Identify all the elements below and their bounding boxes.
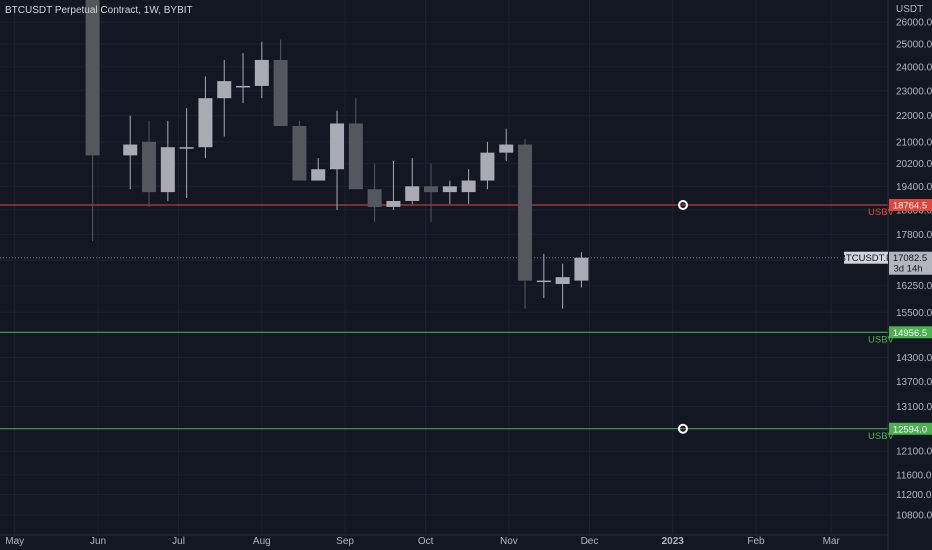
level-tag-label: USBV: [868, 431, 895, 442]
time-tick-label: Jul: [172, 536, 185, 547]
candle-body: [160, 147, 175, 193]
last-price-label: 17082.5: [893, 253, 927, 264]
level-price-tag: [889, 422, 932, 435]
chart-title: BTCUSDT Perpetual Contract, 1W, BYBIT: [5, 5, 193, 16]
price-tick-label: 20200.0: [896, 159, 932, 170]
price-tick-label: 13700.0: [896, 377, 932, 388]
candle-body: [405, 186, 420, 201]
time-tick-label: 2023: [662, 536, 685, 547]
symbol-label: BTCUSDT.P: [840, 253, 893, 264]
price-tick-label: 16250.0: [896, 281, 932, 292]
candle-body: [142, 141, 157, 193]
price-tick-label: 17800.0: [896, 230, 932, 241]
level-price-label: 12594.0: [893, 424, 927, 435]
candle-body: [424, 186, 439, 193]
candle-body: [518, 144, 533, 281]
level-price-label: 18764.5: [893, 201, 927, 212]
level-tag-label: USBV: [868, 207, 895, 218]
price-tick-label: 19400.0: [896, 182, 932, 193]
price-tick-label: 14300.0: [896, 353, 932, 364]
candle-body: [348, 123, 363, 190]
time-tick-label: May: [5, 536, 24, 547]
candle-body: [499, 144, 514, 153]
level-marker-circle: [678, 423, 688, 434]
time-tick-label: Mar: [823, 536, 841, 547]
candle-body: [85, 0, 100, 156]
candle-body: [123, 144, 138, 156]
candle-body: [198, 98, 213, 148]
price-tick-label: 23000.0: [896, 86, 932, 97]
price-tick-label: 26000.0: [896, 18, 932, 29]
time-tick-label: Feb: [747, 536, 765, 547]
price-tick-label: 22000.0: [896, 111, 932, 122]
horizontal-levels[interactable]: [0, 200, 888, 434]
price-tick-label: 10800.0: [896, 511, 932, 522]
candle-body: [536, 280, 551, 283]
level-price-label: 14956.5: [893, 328, 927, 339]
time-tick-label: Aug: [253, 536, 271, 547]
time-axis[interactable]: May Jun Jul Aug Sep Oct Nov Dec 2023 Feb Mar: [0, 534, 888, 547]
countdown-label: 3d 14h: [893, 264, 922, 275]
candle-body: [367, 189, 382, 207]
price-tick-label: 21000.0: [896, 137, 932, 148]
candle-body: [555, 277, 570, 285]
symbol-tag: [844, 251, 888, 264]
candle-body: [386, 200, 401, 207]
time-tick-label: Nov: [500, 536, 518, 547]
price-tick-label: 11200.0: [896, 490, 932, 501]
price-tick-label: 12100.0: [896, 447, 932, 458]
candle-body: [574, 257, 589, 281]
price-tick-label: 24000.0: [896, 62, 932, 73]
level-price-tag: [889, 199, 932, 212]
level-price-tag: [889, 326, 932, 339]
currency-label: USDT: [896, 4, 923, 15]
candle-body: [254, 59, 269, 86]
candle-body: [179, 147, 194, 149]
last-price-tag: [889, 251, 932, 275]
candle-body: [236, 85, 251, 88]
time-tick-label: Dec: [581, 536, 599, 547]
price-tick-label: 13100.0: [896, 402, 932, 413]
candle-body: [480, 152, 495, 181]
candle-body: [273, 59, 288, 127]
time-tick-label: Jun: [90, 536, 106, 547]
level-marker-circle: [678, 200, 688, 211]
candle-body: [461, 180, 476, 193]
time-tick-label: Oct: [418, 536, 434, 547]
candles: [85, 0, 589, 309]
candle-body: [311, 169, 326, 181]
candle-body: [442, 186, 457, 193]
candle-body: [330, 123, 345, 170]
candle-body: [217, 81, 232, 99]
price-tick-label: 15500.0: [896, 308, 932, 319]
candle-body: [292, 126, 307, 181]
price-tick-label: 11600.0: [896, 470, 932, 481]
price-tags: 18764.5USBV14956.5USBV12594.0USBVBTCUSDT…: [840, 199, 932, 442]
time-tick-label: Sep: [336, 536, 354, 547]
level-tag-label: USBV: [868, 334, 895, 345]
price-tick-label: 25000.0: [896, 40, 932, 51]
